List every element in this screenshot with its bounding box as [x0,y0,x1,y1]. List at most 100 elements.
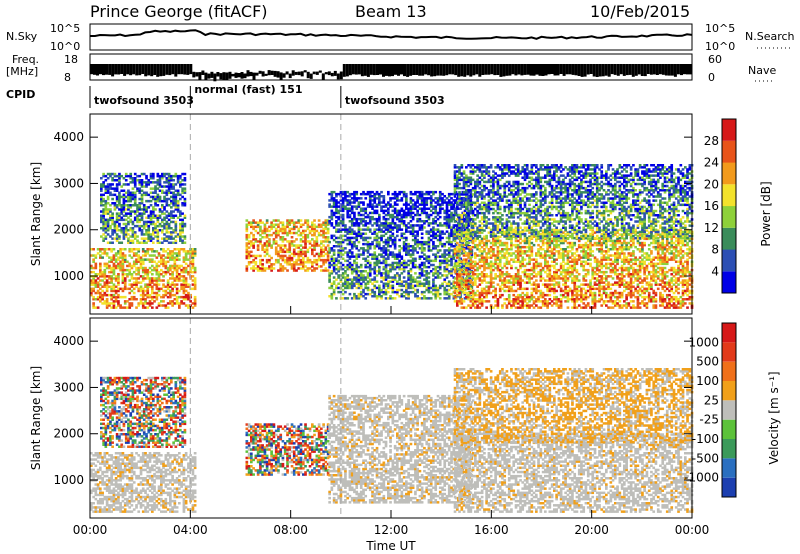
echo-cell [432,220,435,223]
echo-cell [96,306,100,309]
echo-cell [512,243,516,247]
echo-cell [366,255,370,258]
echo-cell [118,224,121,228]
echo-cell [337,249,340,252]
echo-cell [322,233,325,237]
echo-cell [290,231,294,235]
echo-cell [330,222,334,225]
echo-cell [283,258,287,262]
echo-cell [462,283,466,286]
echo-cell [443,270,447,273]
echo-cell [326,219,330,222]
echo-cell [368,203,372,206]
echo-cell [308,231,312,235]
echo-cell [371,278,374,281]
echo-cell [407,297,410,300]
echo-cell [420,282,424,285]
echo-cell [409,290,413,294]
echo-cell [432,278,435,281]
echo-cell [183,202,187,205]
echo-cell [450,261,453,265]
echo-cell [407,270,410,273]
echo-cell [398,213,401,217]
echo-cell [145,220,148,224]
freq-bar [388,64,391,77]
echo-cell [193,266,197,270]
echo-cell [245,267,249,270]
echo-cell [137,268,141,272]
echo-cell [348,251,352,254]
echo-cell [272,238,276,241]
echo-cell [450,211,453,215]
echo-cell [101,252,104,255]
echo-cell [523,293,527,297]
echo-cell [163,174,166,178]
echo-cell [483,264,486,268]
echo-cell [357,278,361,281]
echo-cell [434,190,438,194]
echo-cell [447,224,451,227]
echo-cell [400,288,404,292]
echo-cell [535,289,538,293]
echo-cell [436,274,440,277]
echo-cell [170,187,173,190]
echo-cell [407,242,410,246]
echo-cell [432,232,435,235]
echo-cell [286,248,289,251]
echo-cell [429,286,433,290]
echo-cell [344,228,347,231]
echo-cell [432,288,435,292]
echo-cell [462,279,466,282]
echo-cell [423,247,426,250]
echo-cell [102,185,105,188]
freq-bar [457,64,461,77]
echo-cell [118,222,121,226]
echo-cell [311,269,314,272]
echo-cell [346,282,350,285]
echo-cell [245,244,249,247]
echo-cell [135,258,138,261]
echo-cell [136,216,139,219]
echo-cell [153,291,156,295]
echo-cell [346,213,350,217]
echo-cell [117,250,120,253]
echo-cell [427,247,431,250]
echo-cell [453,266,457,270]
echo-cell [153,277,156,280]
echo-cell [489,245,493,249]
echo-cell [396,255,399,258]
echo-cell [341,215,345,219]
echo-cell [286,240,289,243]
echo-cell [110,266,113,270]
echo-cell [174,224,178,228]
echo-cell [165,193,169,197]
echo-cell [341,201,345,204]
echo-cell [175,277,179,280]
echo-cell [469,262,473,266]
echo-cell [324,240,328,243]
echo-cell [131,222,135,226]
freq-bar [403,64,406,77]
echo-cell [290,263,294,266]
freq-bar [309,73,313,79]
echo-cell [432,292,435,296]
echo-cell [183,235,187,238]
echo-cell [302,261,305,264]
echo-cell [160,254,163,257]
echo-cell [393,226,397,229]
echo-cell [277,225,280,229]
echo-cell [176,233,180,236]
echo-cell [391,242,395,246]
echo-cell [123,248,127,251]
echo-cell [288,258,292,262]
echo-cell [115,227,119,230]
echo-cell [429,205,433,208]
freq-bar [391,64,394,77]
echo-cell [402,190,406,194]
echo-cell [348,203,352,206]
echo-cell [438,195,442,198]
echo-cell [313,233,316,237]
echo-cell [492,289,495,293]
echo-cell [434,292,438,296]
echo-cell [191,248,195,251]
